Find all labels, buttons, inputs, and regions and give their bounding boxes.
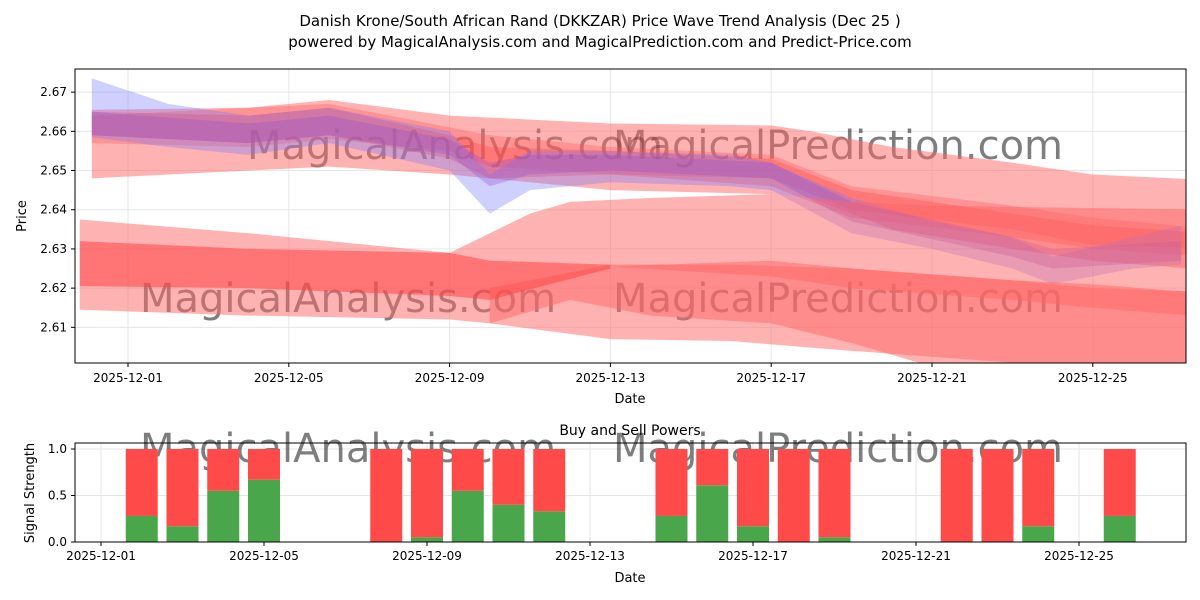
x-tick-label: 2025-12-21 (881, 549, 951, 563)
band-red-lower-dark (79, 241, 611, 300)
sell-bar (1022, 449, 1055, 527)
sell-bar (533, 449, 566, 512)
y-tick-label: 2.63 (40, 242, 67, 256)
y-tick-label: 2.67 (40, 85, 67, 99)
sell-bar (207, 449, 240, 491)
plot-frame (74, 68, 1187, 364)
buy-bar (1022, 526, 1055, 542)
sell-bar (981, 449, 1014, 542)
sell-bar (492, 449, 525, 505)
bands (79, 78, 1186, 363)
chart-title: Danish Krone/South African Rand (DKKZAR)… (299, 12, 900, 30)
buy-bar (1103, 515, 1136, 542)
buy-bar (655, 515, 688, 542)
buy-bar (411, 537, 443, 542)
sell-bar (125, 449, 158, 516)
x-tick-label: 2025-12-13 (576, 371, 646, 385)
y-tick-label: 2.65 (40, 164, 67, 178)
y-tick-label: 0.5 (48, 489, 67, 503)
x-tick-label: 2025-12-21 (897, 371, 967, 385)
band-red-lower-edge (610, 260, 1186, 316)
buy-bar (166, 526, 199, 542)
x-tick-label: 2025-12-01 (93, 371, 163, 385)
x-tick-label: 2025-12-05 (254, 371, 324, 385)
y-tick-label: 0.0 (48, 535, 67, 549)
buy-sell-chart: 0.0 0.5 1.0 2025-12-01 2025-12-05 2025-12-09 2… (23, 423, 1187, 586)
sell-bar (248, 449, 280, 480)
x-tick-label: 2025-12-05 (229, 549, 299, 563)
buy-bar (737, 526, 769, 542)
sell-bar (166, 449, 199, 527)
sell-bar (696, 449, 729, 486)
sell-bar (370, 449, 403, 542)
x-tick-label: 2025-12-17 (718, 549, 788, 563)
buy-bar (533, 511, 566, 542)
buy-bar (125, 515, 158, 542)
price-chart: 2.61 2.62 2.63 2.64 2.65 2.66 2.67 2025-12-01 20… (15, 68, 1187, 407)
x-tick-label: 2025-12-13 (555, 549, 625, 563)
y-axis-label: Signal Strength (23, 443, 38, 543)
x-tick-label: 2025-12-09 (392, 549, 462, 563)
sell-bar (1103, 449, 1136, 516)
chart-subtitle: powered by MagicalAnalysis.com and Magic… (288, 33, 912, 51)
x-axis-label: Date (614, 571, 645, 586)
y-tick-label: 2.62 (40, 281, 67, 295)
x-tick-label: 2025-12-01 (66, 549, 136, 563)
buy-bar (248, 479, 280, 542)
sell-bar (777, 449, 810, 542)
x-tick-label: 2025-12-09 (415, 371, 485, 385)
y-tick-label: 2.66 (40, 124, 67, 138)
sell-bar (940, 449, 973, 542)
buy-bar (818, 537, 851, 542)
sell-bar (411, 449, 443, 538)
sell-bar (818, 449, 851, 538)
sell-bar (655, 449, 688, 516)
y-tick-label: 2.64 (40, 203, 67, 217)
buy-bar (207, 490, 240, 542)
buy-bar (696, 485, 729, 542)
buy-bar (451, 490, 484, 542)
x-tick-label: 2025-12-25 (1058, 371, 1128, 385)
x-axis-label: Date (614, 392, 645, 407)
subplot-title: Buy and Sell Powers (559, 423, 700, 439)
y-tick-label: 2.61 (40, 320, 67, 334)
y-tick-label: 1.0 (48, 442, 67, 456)
y-axis-label: Price (15, 200, 30, 232)
sell-bar (737, 449, 769, 527)
buy-bar (492, 504, 525, 542)
x-tick-label: 2025-12-17 (736, 371, 806, 385)
sell-bar (451, 449, 484, 491)
x-tick-label: 2025-12-25 (1044, 549, 1114, 563)
plot-frame (74, 442, 1187, 543)
